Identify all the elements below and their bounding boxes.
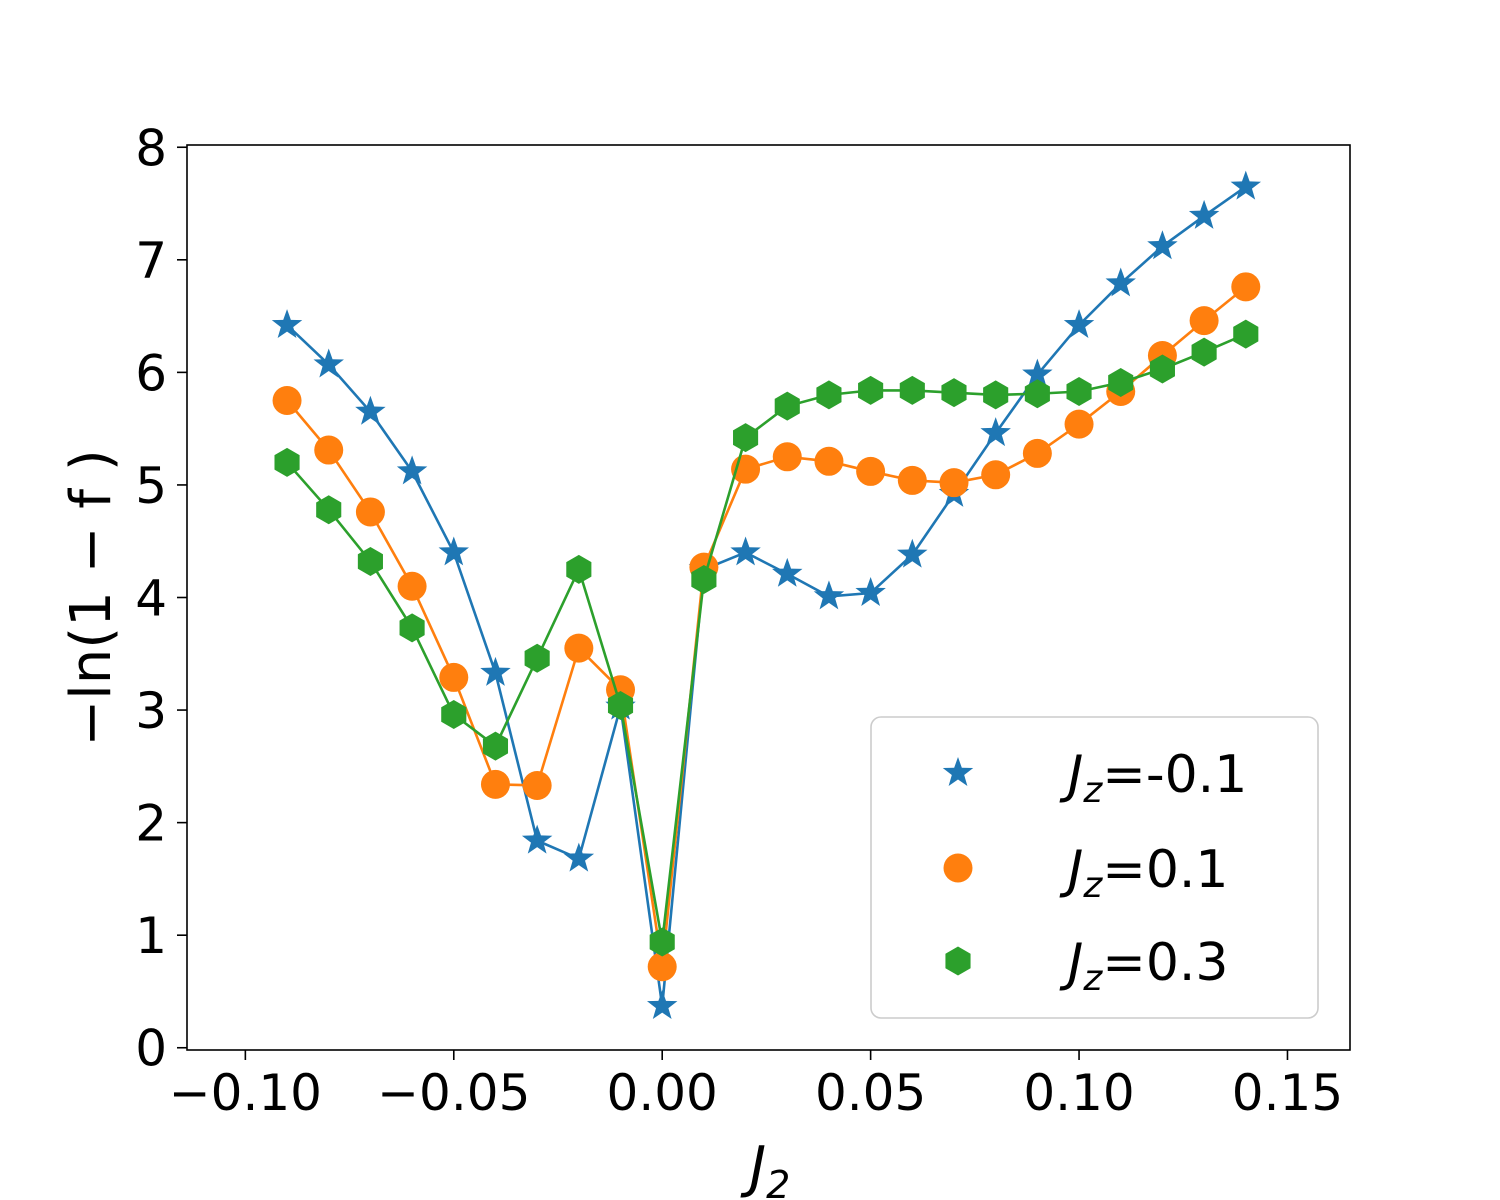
data-point [480,769,510,799]
data-point [897,538,928,568]
y-tick-label: 2 [135,795,167,853]
data-point [983,380,1009,410]
data-point [564,633,594,663]
data-point [1188,199,1220,229]
legend-marker [943,853,973,883]
legend-label: Jz=0.1 [1059,840,1229,906]
data-point [521,824,553,854]
data-point [980,417,1011,447]
y-tick-label: 7 [135,232,167,290]
x-tick-label: 0.05 [815,1064,926,1122]
series-line [286,185,1247,1007]
data-point [814,446,844,476]
y-tick-label: 4 [135,570,167,628]
legend: Jz=-0.1 Jz=0.1 Jz=0.3 [870,716,1319,1019]
data-point [856,456,886,486]
data-point [396,455,428,485]
data-point [1066,377,1092,407]
data-point [733,423,759,453]
y-tick-label: 0 [135,1020,167,1078]
data-point [272,386,302,416]
data-point [774,391,800,421]
y-tick-label: 3 [135,682,167,740]
data-point [981,460,1011,490]
data-point [649,927,675,957]
data-point [357,546,383,576]
x-tick-label: 0.00 [607,1064,718,1122]
data-point [691,564,717,594]
data-point [1233,319,1259,349]
data-point [271,309,303,339]
data-point [607,691,634,721]
y-axis-label: −ln(1 − f ) [59,449,124,746]
data-point [522,770,552,800]
data-point [314,435,344,465]
data-point [772,442,802,472]
data-point [439,662,469,692]
legend-marker [942,757,974,786]
data-point [441,700,467,730]
x-tick-label: −0.10 [169,1064,322,1122]
y-tick-label: 6 [135,344,167,402]
data-point [1022,438,1052,468]
data-point [647,952,677,982]
data-point [939,468,969,498]
data-point [1105,267,1136,297]
y-tick-label: 8 [135,119,167,177]
legend-label: Jz=0.3 [1059,933,1229,999]
data-point [1024,379,1050,409]
data-point [316,495,342,525]
data-point [816,380,842,410]
series-2 [274,319,1259,957]
data-point [563,842,595,872]
data-point [399,613,425,643]
data-point [813,580,845,610]
plot-frame [186,144,1351,1051]
data-point [858,375,884,405]
data-point [1108,368,1134,398]
data-point [1064,409,1094,439]
data-point [566,554,592,584]
data-point [1231,272,1261,302]
data-point [772,557,803,587]
data-point [1063,309,1095,339]
legend-label: Jz=-0.1 [1059,745,1247,811]
data-point [397,571,427,601]
data-point [1191,337,1217,367]
x-tick-label: 0.15 [1232,1064,1343,1122]
data-point [1149,354,1175,384]
data-point [646,990,678,1020]
axis-ticks: −0.10 −0.05 0.00 0.05 0.10 0.15 0 1 2 3 4 5 6 7 8 [135,119,1343,1122]
x-tick-label: −0.05 [377,1064,530,1122]
plot-series [271,170,1262,1020]
data-point [313,348,344,378]
data-point [438,536,469,566]
x-axis-label-subscript: 2 [766,1163,790,1200]
data-point [730,536,761,566]
data-point [1189,306,1219,336]
data-point [1147,230,1178,260]
data-point [480,656,511,686]
data-point [899,375,925,405]
data-point [482,731,509,761]
legend-marker [945,946,971,976]
data-point [524,643,550,673]
data-point [355,395,386,425]
data-point [1022,358,1053,388]
data-point [274,447,300,477]
x-tick-label: 0.10 [1023,1064,1134,1122]
y-tick-label: 1 [135,907,167,965]
data-point [355,497,385,527]
legend-frame [870,716,1319,1019]
y-tick-label: 5 [135,457,167,515]
data-point [897,465,927,495]
data-point [1230,170,1262,200]
data-point [941,378,967,408]
data-point [855,577,886,606]
series-1 [272,272,1261,982]
